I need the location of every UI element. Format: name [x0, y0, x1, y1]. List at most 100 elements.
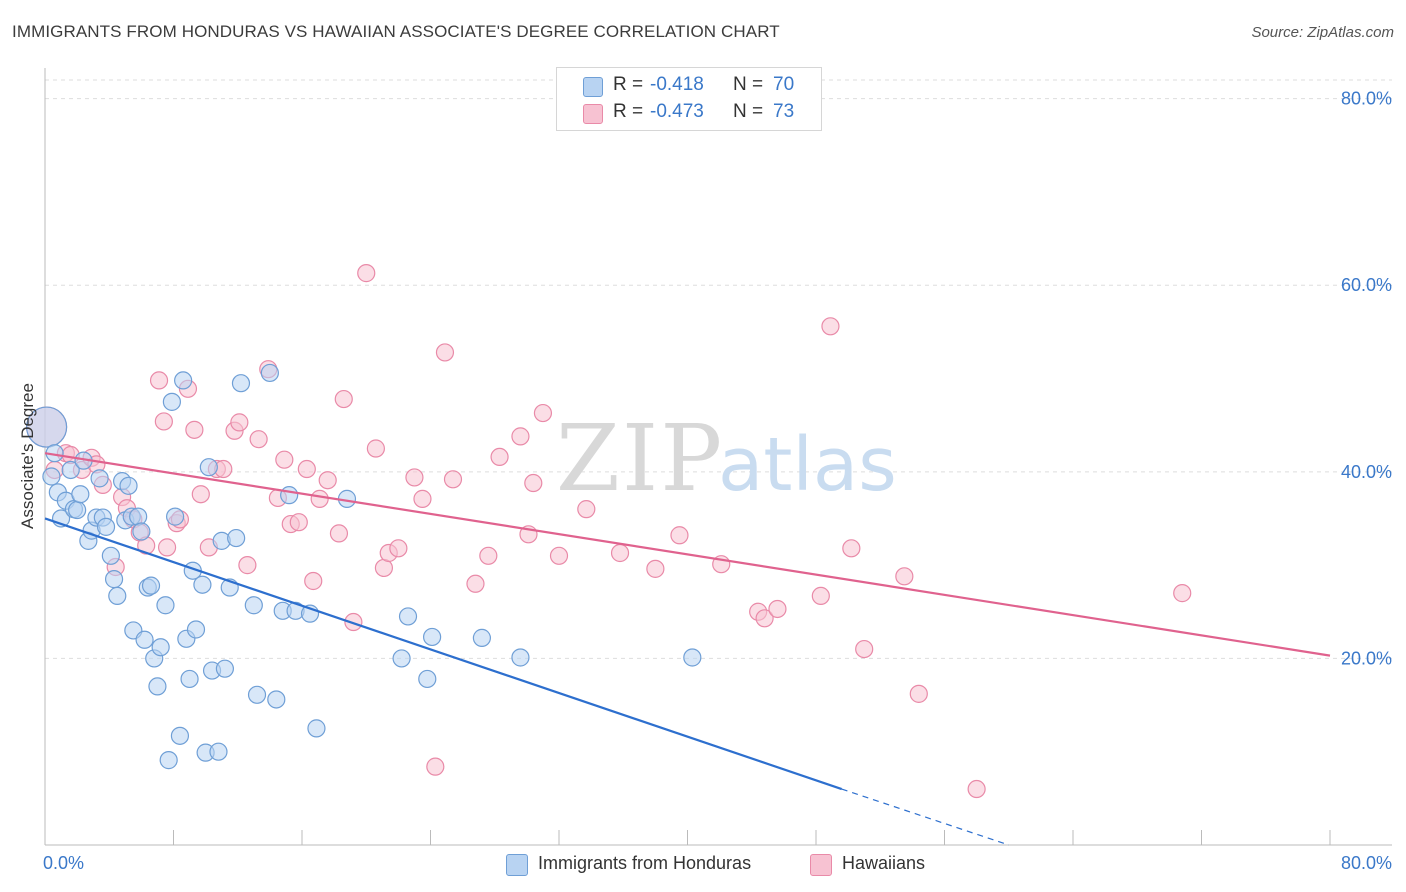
hawaiians-point [511, 427, 530, 446]
trendline-honduras [44, 517, 843, 791]
legend-swatch-hawaiians [810, 854, 832, 876]
hawaiians-point [670, 526, 689, 545]
hawaiians-point [490, 447, 509, 467]
honduras-point [108, 586, 127, 606]
honduras-point [511, 648, 530, 667]
honduras-point [180, 669, 199, 689]
honduras-point [260, 363, 279, 383]
hawaiians-point [895, 567, 914, 586]
legend-label-honduras: Immigrants from Honduras [538, 853, 752, 873]
hawaiians-point [238, 556, 257, 575]
trendline-honduras-extension [841, 788, 1009, 846]
watermark-zip: ZIP [556, 405, 724, 512]
honduras-swatch [583, 77, 603, 97]
honduras-point [423, 627, 442, 647]
honduras-point [141, 576, 161, 595]
hawaiians-point [297, 459, 316, 479]
hawaiians-point [329, 524, 349, 543]
legend-label-hawaiians: Hawaiians [842, 853, 926, 873]
honduras-point [96, 517, 116, 536]
hawaiians-point [304, 571, 323, 591]
hawaiians-point [524, 473, 543, 493]
series-honduras [26, 363, 702, 770]
honduras-point [231, 374, 251, 393]
honduras-point [227, 528, 246, 548]
hawaiians-point [344, 612, 363, 632]
honduras-point [159, 751, 178, 770]
r-value: -0.418 [650, 74, 704, 95]
hawaiians-point [154, 412, 173, 431]
n-value: 70 [773, 74, 795, 95]
x-tick-label: 80.0% [1341, 853, 1392, 873]
hawaiians-point [366, 439, 385, 458]
hawaiians-point [318, 471, 337, 490]
hawaiians-point [967, 779, 986, 799]
watermark-atlas: atlas [718, 422, 897, 508]
hawaiians-point [191, 485, 210, 504]
axes [44, 68, 1392, 846]
hawaiians-point [443, 470, 463, 489]
honduras-point [104, 570, 124, 589]
honduras-point [129, 507, 148, 526]
honduras-point [170, 726, 190, 745]
hawaiians-point [610, 543, 630, 563]
hawaiians-point [577, 500, 596, 519]
hawaiians-point [479, 546, 498, 565]
hawaiians-point [357, 264, 376, 283]
honduras-point [148, 677, 167, 696]
y-tick-label: 80.0% [1341, 89, 1392, 109]
hawaiians-point [249, 430, 268, 449]
tick-labels: 20.0% 40.0% 60.0% 80.0% 0.0% 80.0% [43, 89, 1392, 873]
r-label: R = [613, 74, 644, 95]
watermark: ZIP atlas [556, 405, 897, 512]
hawaiians-point [1173, 584, 1192, 603]
hawaiians-point [909, 684, 928, 703]
hawaiians-swatch [583, 104, 603, 124]
honduras-point [244, 596, 263, 615]
honduras-point [156, 596, 175, 615]
honduras-point [418, 669, 437, 689]
honduras-point [209, 742, 228, 761]
hawaiians-point [466, 574, 485, 593]
hawaiians-point [549, 546, 569, 565]
honduras-point [683, 648, 702, 667]
y-axis-label: Associate's Degree [18, 383, 37, 529]
hawaiians-point [755, 609, 774, 628]
honduras-point [71, 485, 90, 504]
y-tick-label: 60.0% [1341, 275, 1392, 295]
hawaiians-point [149, 371, 169, 390]
hawaiians-point [413, 489, 432, 508]
honduras-point [151, 638, 170, 657]
series-hawaiians [26, 264, 1192, 799]
hawaiians-point [426, 757, 445, 776]
chart-title: IMMIGRANTS FROM HONDURAS VS HAWAIIAN ASS… [12, 22, 780, 41]
hawaiians-point [275, 450, 294, 469]
legend-swatch-honduras [506, 854, 528, 876]
hawaiians-point [334, 389, 353, 409]
hawaiians-point [855, 639, 874, 659]
honduras-point [101, 546, 120, 565]
hawaiians-point [811, 586, 830, 606]
honduras-point [398, 607, 418, 626]
honduras-point [132, 522, 151, 541]
honduras-point [174, 371, 193, 390]
honduras-point [68, 500, 87, 520]
r-value: -0.473 [650, 101, 704, 122]
honduras-point [247, 685, 267, 704]
honduras-point [26, 406, 68, 448]
honduras-point [267, 690, 286, 709]
honduras-point [42, 467, 61, 486]
hawaiians-point [533, 403, 553, 423]
honduras-point [186, 620, 206, 639]
hawaiians-point [185, 420, 204, 439]
hawaiians-point [389, 539, 408, 558]
hawaiians-point [230, 413, 249, 432]
hawaiians-point [289, 513, 308, 532]
hawaiians-point [405, 468, 424, 487]
hawaiians-point [768, 599, 787, 619]
n-label: N = [733, 101, 764, 122]
hawaiians-point [435, 343, 455, 362]
x-tick-label: 0.0% [43, 853, 84, 873]
n-value: 73 [773, 101, 795, 122]
honduras-point [90, 469, 109, 488]
